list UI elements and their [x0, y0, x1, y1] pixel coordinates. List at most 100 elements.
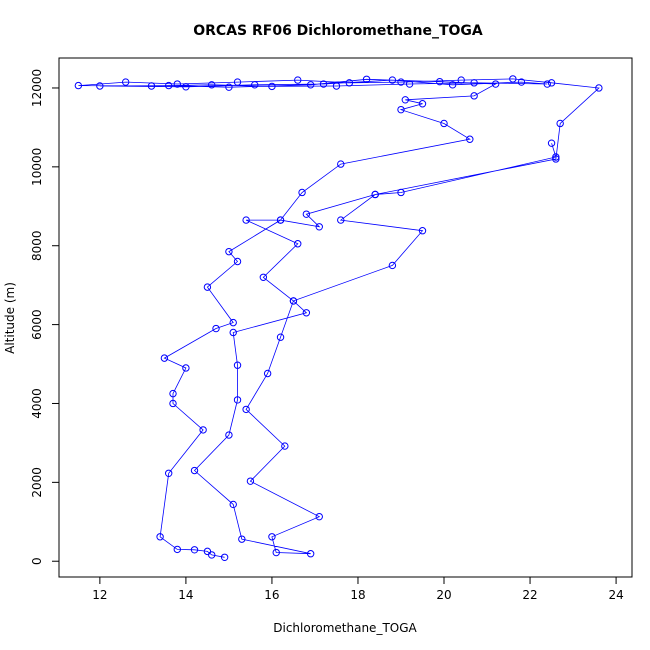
data-point	[337, 160, 345, 168]
data-point	[436, 77, 444, 86]
data-point	[199, 426, 207, 434]
data-point	[225, 247, 233, 256]
data-point	[182, 83, 190, 91]
y-axis-label: Altitude (m)	[3, 282, 17, 354]
y-tick-label: 6000	[30, 309, 44, 340]
data-point	[229, 328, 237, 337]
data-point	[440, 119, 448, 128]
data-point	[298, 188, 306, 197]
data-point	[457, 76, 465, 84]
data-point	[388, 76, 397, 84]
data-point	[190, 546, 199, 554]
data-point	[233, 78, 242, 86]
data-point	[397, 78, 405, 86]
data-point	[302, 210, 311, 218]
data-point	[156, 533, 164, 541]
data-point	[552, 153, 560, 161]
x-axis-label: Dichloromethane_TOGA	[273, 621, 417, 635]
x-tick-label: 22	[522, 588, 537, 602]
data-point	[147, 82, 156, 90]
x-tick-label: 12	[92, 588, 107, 602]
x-tick-label: 18	[350, 588, 365, 602]
data-point	[263, 369, 272, 378]
x-tick-label: 20	[436, 588, 451, 602]
data-point	[225, 431, 233, 439]
data-point	[164, 81, 173, 90]
chart-title: ORCAS RF06 Dichloromethane_TOGA	[193, 23, 483, 39]
data-point	[169, 389, 177, 398]
data-point	[233, 396, 242, 404]
data-point	[509, 75, 517, 83]
data-point	[268, 533, 276, 541]
data-point	[233, 257, 242, 266]
data-point	[595, 84, 603, 92]
data-point	[289, 297, 298, 305]
data-point	[229, 318, 237, 327]
x-tick-label: 14	[178, 588, 193, 602]
data-point	[208, 81, 216, 89]
data-point	[246, 477, 255, 485]
data-point	[337, 216, 345, 224]
y-tick-label: 12000	[30, 69, 44, 107]
data-point	[281, 442, 289, 450]
data-point	[160, 354, 169, 362]
data-point	[371, 190, 379, 199]
data-point	[466, 135, 474, 143]
y-tick-label: 8000	[30, 230, 44, 261]
data-point	[362, 75, 371, 83]
data-point	[294, 240, 302, 248]
data-point	[251, 81, 259, 89]
data-point	[238, 535, 246, 543]
x-tick-label: 16	[264, 588, 279, 602]
data-point	[268, 82, 276, 91]
data-point	[315, 512, 323, 521]
data-point	[233, 361, 242, 369]
data-point	[208, 551, 216, 559]
data-point	[294, 76, 302, 84]
data-point	[242, 216, 250, 224]
data-point	[306, 81, 315, 89]
data-point	[547, 139, 556, 147]
data-point	[169, 399, 177, 408]
data-point	[225, 83, 233, 91]
data-point	[272, 548, 280, 557]
data-point	[242, 405, 250, 414]
data-point	[397, 105, 405, 114]
data-point	[491, 80, 500, 88]
data-point	[547, 79, 556, 87]
data-point	[276, 216, 285, 224]
data-point	[74, 81, 83, 90]
data-point	[448, 81, 457, 89]
y-tick-label: 2000	[30, 467, 44, 498]
data-point	[164, 469, 173, 477]
data-point	[543, 80, 551, 88]
data-point	[203, 547, 212, 556]
x-tick-label: 24	[608, 588, 623, 602]
data-point	[306, 550, 315, 558]
data-line	[78, 78, 600, 558]
data-point	[556, 119, 564, 128]
data-point	[182, 364, 190, 372]
data-point	[401, 96, 409, 104]
data-point	[319, 80, 328, 88]
data-point	[315, 223, 323, 231]
data-point	[517, 78, 526, 86]
data-point	[418, 227, 427, 235]
data-point	[552, 155, 560, 163]
data-point	[470, 92, 478, 100]
y-tick-label: 0	[30, 557, 44, 565]
data-point	[397, 188, 405, 197]
data-point	[173, 80, 181, 88]
y-tick-label: 10000	[30, 148, 44, 186]
data-point	[229, 500, 237, 509]
data-point	[332, 82, 341, 90]
data-point	[405, 80, 414, 88]
data-point	[259, 273, 268, 281]
data-point	[418, 100, 427, 108]
data-point	[276, 333, 285, 341]
data-point	[388, 261, 397, 270]
data-point	[212, 324, 220, 333]
plot-box	[58, 57, 633, 578]
data-point	[190, 466, 199, 475]
